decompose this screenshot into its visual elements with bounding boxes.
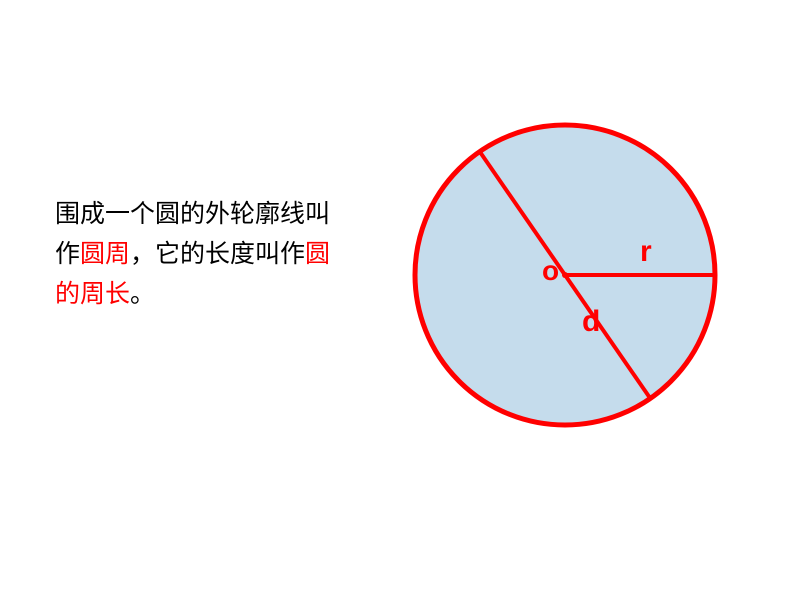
text-part2: 圆周	[80, 240, 130, 268]
circle-diagram: o r d	[390, 100, 740, 450]
label-radius: r	[640, 235, 652, 269]
description-text: 围成一个圆的外轮廓线叫作圆周，它的长度叫作圆的周长。	[55, 194, 345, 314]
label-diameter: d	[582, 305, 600, 339]
text-part3: ，它的长度叫作	[130, 240, 305, 268]
center-dot	[562, 272, 568, 278]
text-part5: 。	[130, 280, 155, 308]
circle-svg	[390, 100, 740, 450]
label-center: o	[542, 255, 559, 287]
